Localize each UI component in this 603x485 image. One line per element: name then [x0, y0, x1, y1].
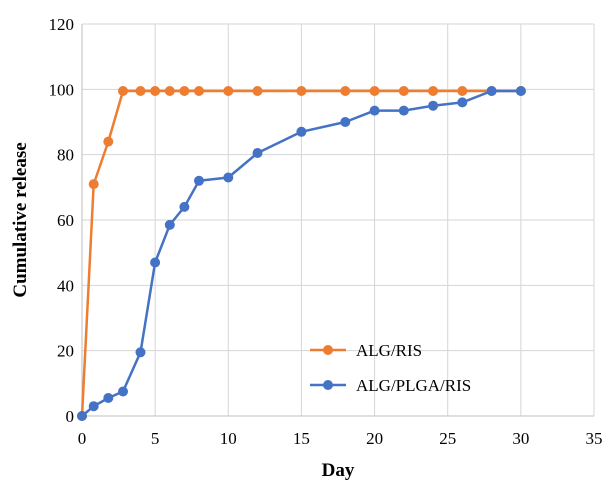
y-axis-title: Cumulative release — [10, 142, 31, 297]
data-point — [457, 86, 468, 96]
data-point — [340, 86, 351, 96]
data-point — [103, 136, 114, 147]
data-point — [179, 201, 190, 212]
data-point — [77, 411, 87, 421]
x-tick-label: 30 — [512, 429, 529, 448]
data-point — [164, 219, 175, 230]
legend-marker — [323, 345, 333, 355]
x-axis-title: Day — [322, 460, 355, 481]
x-tick-label: 35 — [586, 429, 603, 448]
data-point — [296, 126, 307, 137]
data-point — [515, 86, 526, 96]
data-point — [369, 86, 380, 96]
data-point — [88, 401, 99, 412]
data-point — [150, 257, 161, 268]
x-tick-label: 20 — [366, 429, 383, 448]
x-tick-labels: 0 5 10 15 20 25 30 35 — [78, 429, 603, 448]
grid — [81, 23, 595, 417]
legend-item-0: ALG/RIS — [310, 341, 422, 360]
data-point — [194, 175, 204, 186]
axes — [81, 24, 594, 417]
x-tick-label: 25 — [439, 429, 456, 448]
y-tick-label: 60 — [57, 211, 74, 230]
data-point — [223, 172, 234, 183]
data-point — [398, 105, 409, 116]
data-point — [252, 148, 263, 158]
x-tick-label: 5 — [151, 429, 160, 448]
data-point — [150, 86, 161, 96]
data-point — [88, 179, 99, 190]
data-point — [135, 86, 146, 96]
data-point — [135, 347, 146, 358]
y-tick-label: 0 — [66, 407, 75, 426]
y-tick-label: 100 — [49, 80, 75, 99]
legend: ALG/RIS ALG/PLGA/RIS — [310, 341, 471, 395]
x-tick-label: 15 — [293, 429, 310, 448]
data-point — [428, 86, 439, 96]
legend-label: ALG/PLGA/RIS — [356, 376, 471, 395]
y-tick-label: 80 — [57, 146, 74, 165]
data-point — [194, 86, 204, 96]
series-1 — [77, 86, 526, 421]
series-group — [77, 86, 526, 421]
x-tick-label: 0 — [78, 429, 87, 448]
y-tick-label: 20 — [57, 342, 74, 361]
data-point — [398, 86, 409, 96]
data-point — [486, 86, 497, 96]
legend-marker — [323, 380, 333, 390]
y-tick-labels: 0 20 40 60 80 100 120 — [49, 15, 75, 426]
data-point — [340, 117, 351, 127]
data-point — [369, 105, 380, 116]
legend-label: ALG/RIS — [356, 341, 422, 360]
data-point — [428, 100, 439, 111]
data-point — [223, 86, 234, 96]
y-tick-label: 120 — [49, 15, 75, 34]
data-point — [179, 86, 190, 96]
y-tick-label: 40 — [57, 276, 74, 295]
data-point — [164, 86, 175, 96]
data-point — [296, 86, 307, 96]
legend-item-1: ALG/PLGA/RIS — [310, 376, 471, 395]
x-tick-label: 10 — [220, 429, 237, 448]
data-point — [252, 86, 263, 96]
data-point — [118, 86, 128, 96]
data-point — [103, 393, 114, 403]
data-point — [457, 97, 468, 108]
data-point — [118, 386, 128, 397]
